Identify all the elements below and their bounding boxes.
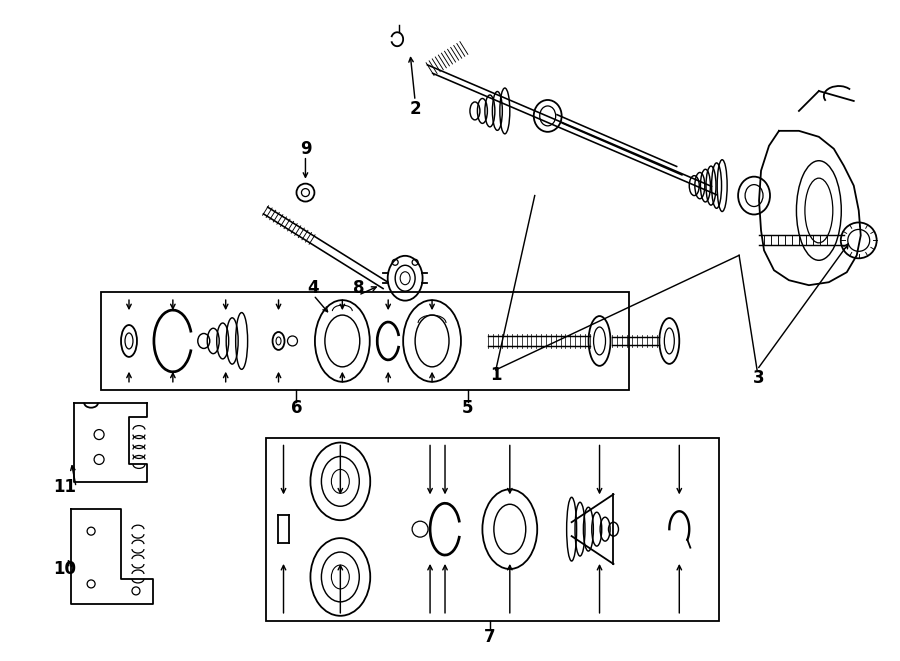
Text: 10: 10: [53, 560, 76, 578]
Text: 5: 5: [463, 399, 473, 416]
Text: 7: 7: [484, 628, 496, 646]
Text: 11: 11: [53, 479, 76, 496]
Bar: [101, 292, 629, 390]
Text: 9: 9: [300, 139, 311, 158]
Text: 6: 6: [291, 399, 302, 416]
Text: 4: 4: [308, 279, 320, 297]
Bar: [266, 438, 719, 621]
Text: 2: 2: [410, 100, 421, 118]
Text: 1: 1: [491, 366, 501, 384]
Text: 8: 8: [353, 279, 364, 297]
Text: 3: 3: [753, 369, 765, 387]
